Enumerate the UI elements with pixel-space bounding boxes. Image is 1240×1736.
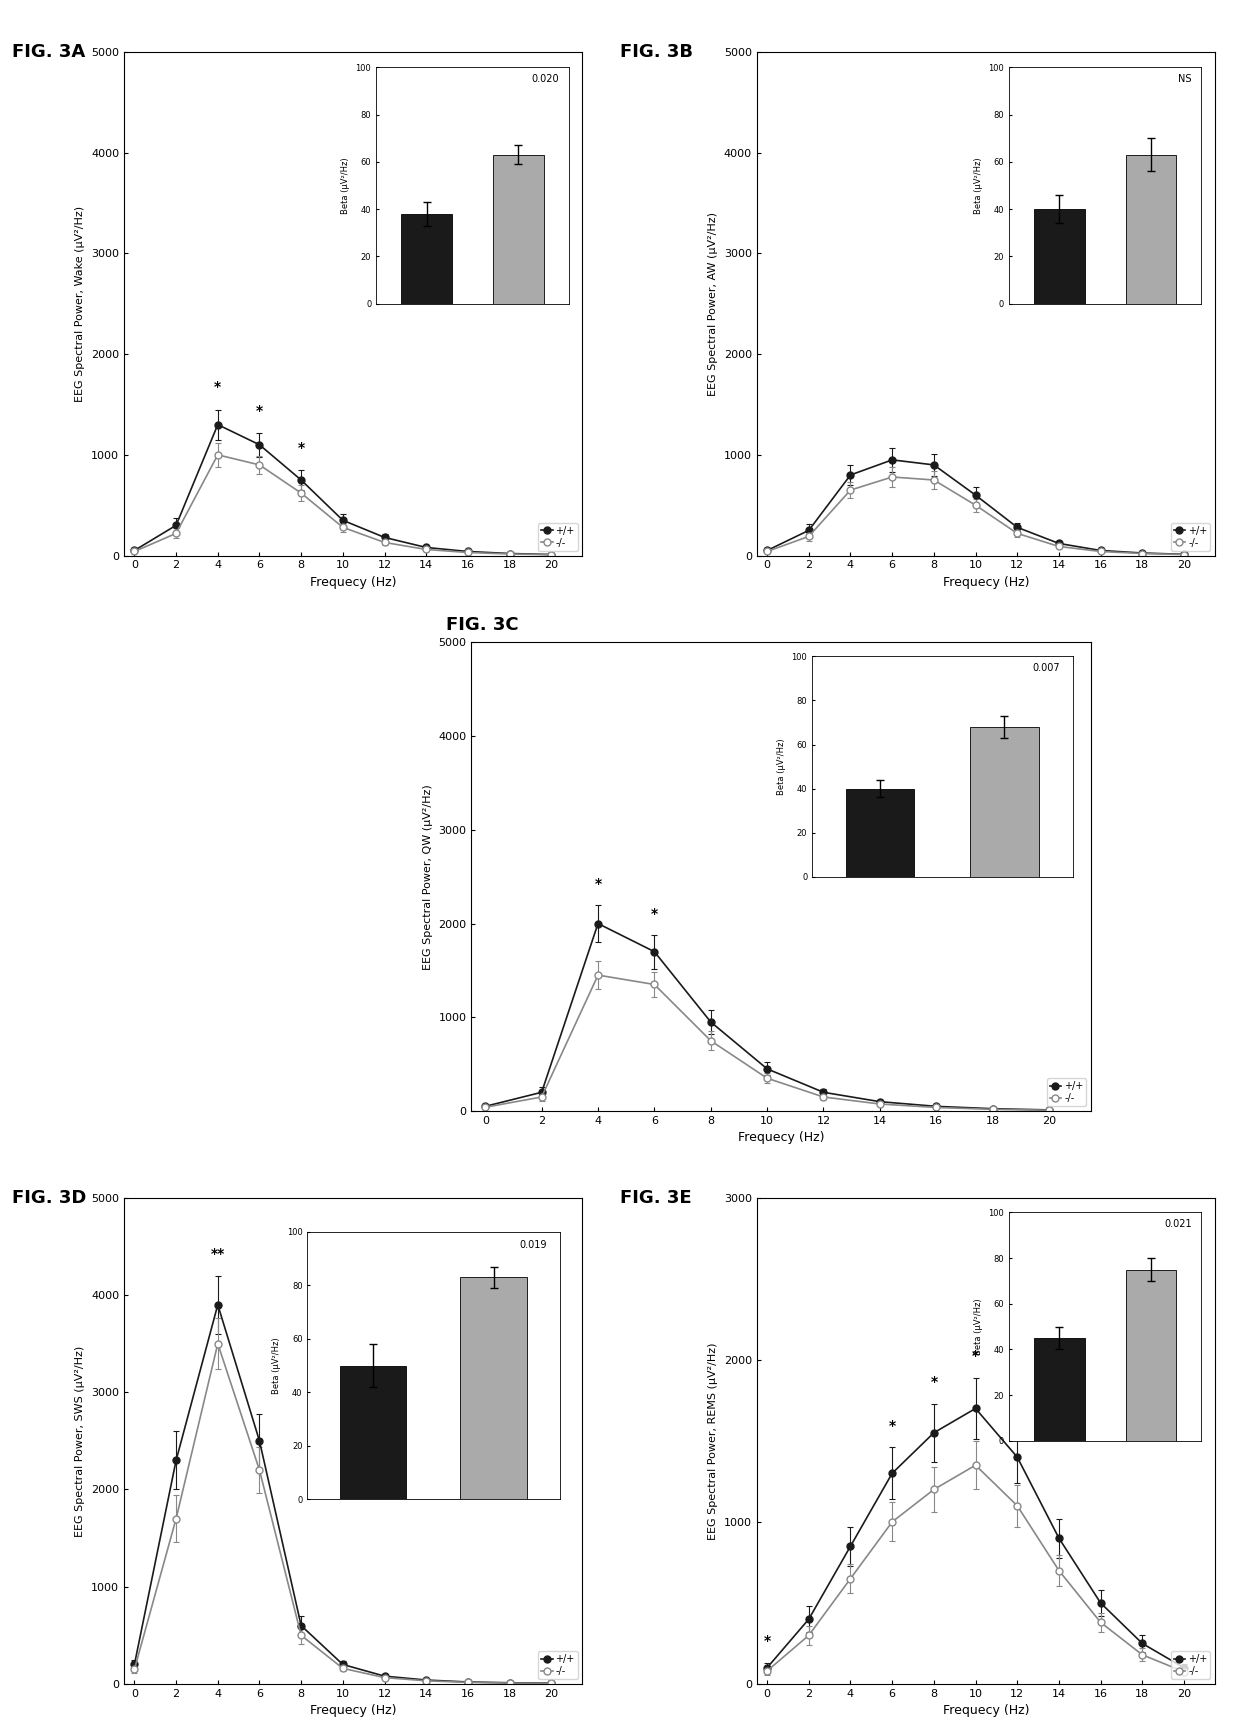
Text: *: *: [930, 1375, 937, 1389]
Y-axis label: EEG Spectral Power, QW (μV²/Hz): EEG Spectral Power, QW (μV²/Hz): [423, 785, 433, 969]
X-axis label: Frequecy (Hz): Frequecy (Hz): [738, 1132, 825, 1144]
Legend: +/+, -/-: +/+, -/-: [538, 523, 578, 550]
Text: FIG. 3D: FIG. 3D: [12, 1189, 87, 1207]
Text: *: *: [594, 877, 601, 891]
X-axis label: Frequecy (Hz): Frequecy (Hz): [310, 576, 397, 589]
Text: *: *: [255, 403, 263, 418]
Text: FIG. 3C: FIG. 3C: [446, 616, 520, 634]
Text: FIG. 3E: FIG. 3E: [620, 1189, 692, 1207]
Text: *: *: [215, 380, 222, 394]
Text: *: *: [298, 441, 305, 455]
X-axis label: Frequecy (Hz): Frequecy (Hz): [942, 576, 1029, 589]
Legend: +/+, -/-: +/+, -/-: [538, 1651, 578, 1679]
Y-axis label: EEG Spectral Power, Wake (μV²/Hz): EEG Spectral Power, Wake (μV²/Hz): [76, 207, 86, 401]
Y-axis label: EEG Spectral Power, REMS (μV²/Hz): EEG Spectral Power, REMS (μV²/Hz): [708, 1342, 718, 1540]
X-axis label: Frequecy (Hz): Frequecy (Hz): [942, 1705, 1029, 1717]
Text: *: *: [764, 1634, 771, 1647]
Text: *: *: [651, 906, 658, 920]
Legend: +/+, -/-: +/+, -/-: [1171, 523, 1210, 550]
Text: *: *: [889, 1418, 895, 1432]
Y-axis label: EEG Spectral Power, SWS (μV²/Hz): EEG Spectral Power, SWS (μV²/Hz): [76, 1345, 86, 1536]
Text: **: **: [211, 1246, 224, 1260]
Text: *: *: [972, 1349, 980, 1363]
Legend: +/+, -/-: +/+, -/-: [1171, 1651, 1210, 1679]
X-axis label: Frequecy (Hz): Frequecy (Hz): [310, 1705, 397, 1717]
Legend: +/+, -/-: +/+, -/-: [1047, 1078, 1086, 1106]
Text: FIG. 3B: FIG. 3B: [620, 43, 693, 61]
Text: FIG. 3A: FIG. 3A: [12, 43, 86, 61]
Y-axis label: EEG Spectral Power, AW (μV²/Hz): EEG Spectral Power, AW (μV²/Hz): [708, 212, 718, 396]
